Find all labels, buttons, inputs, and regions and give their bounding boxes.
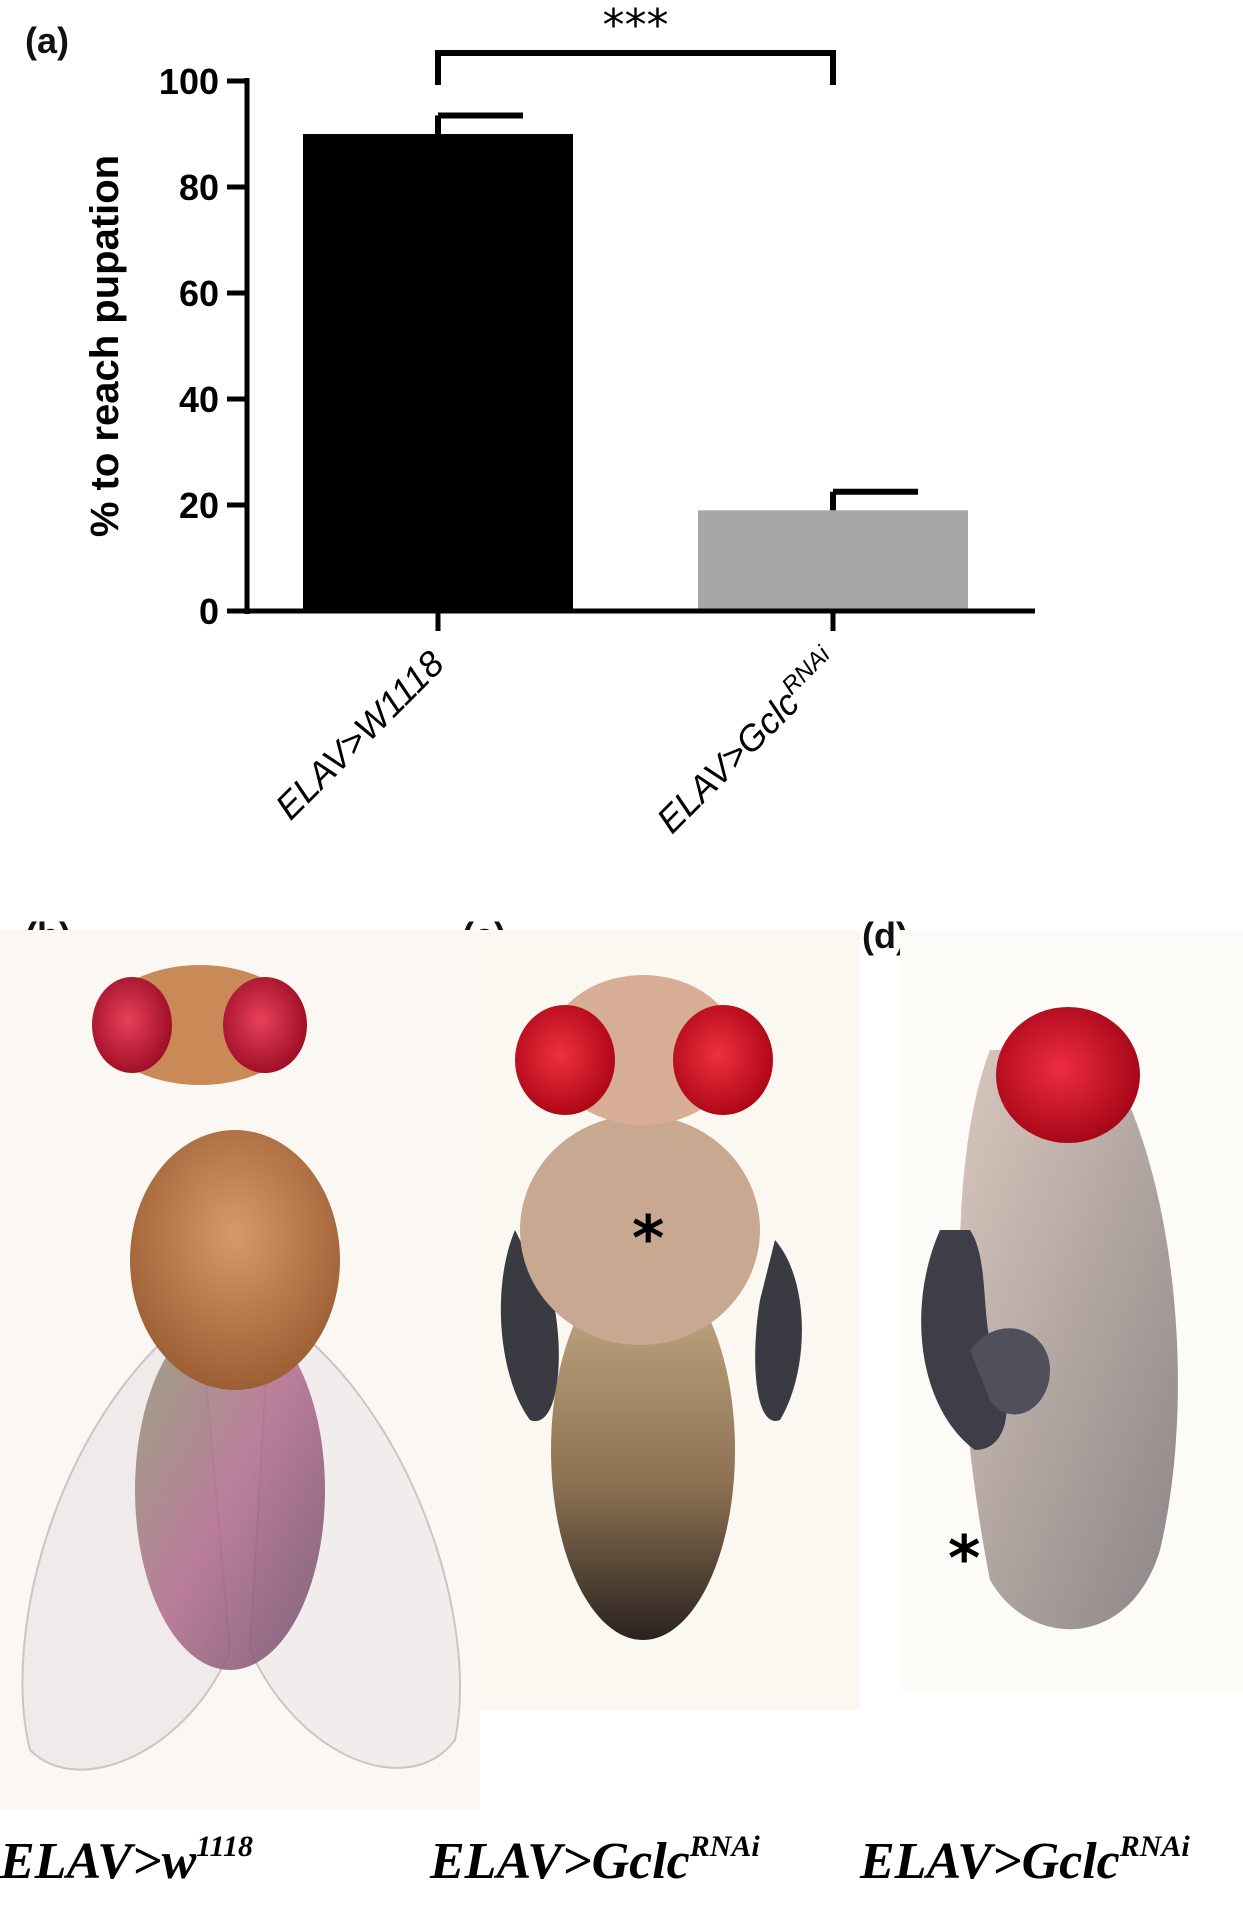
significance-stars: *** [603,0,669,51]
y-tick-label-20: 20 [179,485,219,526]
fly-photo-wildtype [0,930,480,1810]
panel-label-a: (a) [25,20,69,61]
x-tick-label-sup-1: RNAi [777,641,836,700]
bar-0 [303,134,573,611]
y-tick-label-100: 100 [159,61,219,102]
asterisk-marker-d: * [948,1522,980,1595]
x-tick-label-0: ELAV>W1118 [267,643,451,827]
asterisk-marker-c: * [632,1202,664,1275]
caption-b: ELAV>w1118 [0,1830,253,1890]
y-tick-label-40: 40 [179,379,219,420]
bar-chart: 0 20 40 60 80 100 ELAV>W1118 ELAV>GclcRNAi % to … [83,0,1035,841]
x-tick-label-1: ELAV>GclcRNAi [647,641,847,841]
y-axis-title: % to reach pupation [83,155,127,537]
y-tick-label-0: 0 [199,591,219,632]
bar-1 [698,510,968,611]
caption-c: ELAV>GclcRNAi [430,1830,760,1890]
significance-bracket [435,50,836,85]
y-tick-label-80: 80 [179,167,219,208]
y-tick-label-60: 60 [179,273,219,314]
fly-photo-rnai-dorsal: * [480,930,860,1710]
fly-photo-rnai-lateral: * [900,930,1243,1690]
caption-d: ELAV>GclcRNAi [860,1830,1190,1890]
